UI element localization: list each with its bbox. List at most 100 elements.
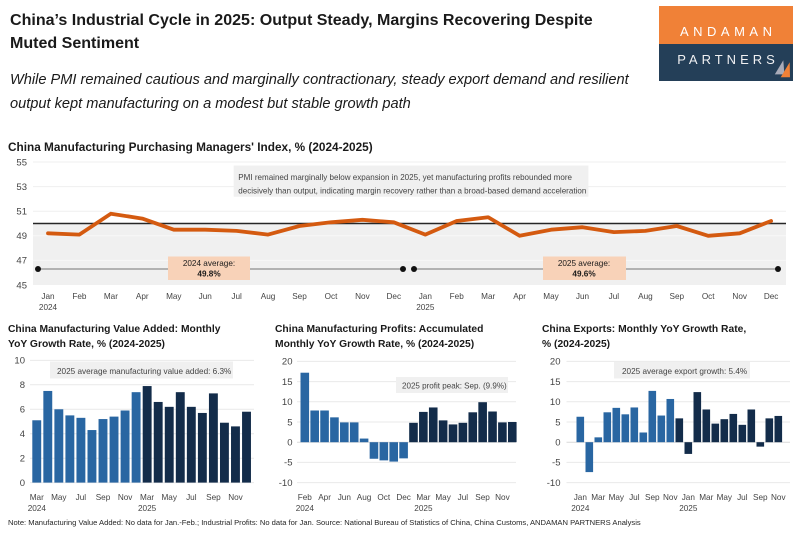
svg-text:10: 10 [282,397,293,408]
svg-text:Jan: Jan [682,493,696,502]
svg-text:Apr: Apr [136,292,149,301]
svg-text:Nov: Nov [228,493,243,502]
svg-text:Sep: Sep [292,292,307,301]
svg-text:2024: 2024 [296,504,315,513]
svg-text:Sep: Sep [753,493,768,502]
svg-text:Jul: Jul [609,292,620,301]
svg-text:Jul: Jul [231,292,242,301]
svg-text:51: 51 [16,207,27,218]
svg-text:20: 20 [282,357,293,368]
svg-text:2025: 2025 [679,504,698,513]
svg-text:10: 10 [550,397,561,408]
svg-text:Aug: Aug [261,292,276,301]
svg-text:2025 average:: 2025 average: [558,259,610,268]
svg-text:Aug: Aug [638,292,653,301]
svg-text:Feb: Feb [72,292,87,301]
svg-text:45: 45 [16,280,27,291]
svg-text:Sep: Sep [670,292,685,301]
svg-text:2025: 2025 [414,504,433,513]
svg-text:Sep: Sep [475,493,490,502]
svg-text:15: 15 [282,377,293,388]
svg-text:Nov: Nov [118,493,133,502]
svg-text:0: 0 [20,478,25,489]
svg-text:-5: -5 [284,458,292,469]
svg-text:53: 53 [16,182,27,193]
svg-text:Mar: Mar [140,493,154,502]
svg-text:Jun: Jun [338,493,352,502]
svg-text:2025 average export growth: 5.: 2025 average export growth: 5.4% [622,367,747,376]
svg-text:2025 average manufacturing val: 2025 average manufacturing value added: … [57,367,231,376]
svg-text:2025 profit peak: Sep. (9.9%): 2025 profit peak: Sep. (9.9%) [402,382,507,391]
svg-text:4: 4 [20,429,25,440]
svg-text:Feb: Feb [450,292,465,301]
svg-text:49.8%: 49.8% [197,270,221,279]
svg-text:Feb: Feb [298,493,313,502]
svg-text:Aug: Aug [357,493,372,502]
svg-text:47: 47 [16,256,27,267]
svg-text:Jul: Jul [458,493,469,502]
svg-text:Nov: Nov [732,292,747,301]
svg-text:Mar: Mar [30,493,44,502]
svg-text:Mar: Mar [104,292,118,301]
svg-text:Jul: Jul [629,493,640,502]
svg-text:May: May [543,292,559,301]
svg-text:Mar: Mar [699,493,713,502]
svg-text:Jul: Jul [76,493,87,502]
svg-text:Jun: Jun [576,292,590,301]
svg-text:Jan: Jan [419,292,433,301]
svg-text:-10: -10 [547,478,561,489]
svg-text:5: 5 [287,417,292,428]
svg-text:Dec: Dec [396,493,411,502]
svg-text:Jan: Jan [41,292,55,301]
svg-text:Jun: Jun [199,292,213,301]
svg-text:0: 0 [287,438,292,449]
svg-text:0: 0 [555,438,560,449]
svg-text:Mar: Mar [591,493,605,502]
svg-text:Oct: Oct [377,493,390,502]
svg-text:Oct: Oct [325,292,338,301]
svg-text:2024: 2024 [39,303,58,312]
svg-text:Oct: Oct [702,292,715,301]
svg-text:May: May [609,493,625,502]
svg-text:2025: 2025 [138,504,157,513]
svg-text:Jul: Jul [186,493,197,502]
svg-text:2: 2 [20,454,25,465]
svg-text:-10: -10 [279,478,293,489]
svg-text:decisively than output, indica: decisively than output, indicating margi… [238,186,586,195]
svg-text:8: 8 [20,380,25,391]
svg-text:May: May [435,493,451,502]
svg-text:Mar: Mar [416,493,430,502]
svg-text:Apr: Apr [513,292,526,301]
svg-text:Dec: Dec [387,292,402,301]
svg-text:20: 20 [550,357,561,368]
svg-text:Dec: Dec [764,292,779,301]
svg-text:49.6%: 49.6% [572,270,596,279]
svg-text:10: 10 [14,356,25,367]
svg-text:5: 5 [555,417,560,428]
svg-text:Apr: Apr [318,493,331,502]
svg-text:49: 49 [16,231,27,242]
svg-text:Sep: Sep [645,493,660,502]
svg-text:Sep: Sep [96,493,111,502]
svg-text:55: 55 [16,157,27,168]
svg-text:Nov: Nov [663,493,678,502]
svg-text:Sep: Sep [206,493,221,502]
svg-text:Nov: Nov [355,292,370,301]
svg-text:Nov: Nov [495,493,510,502]
svg-text:2025: 2025 [416,303,435,312]
svg-text:Jul: Jul [737,493,748,502]
svg-text:-5: -5 [552,458,560,469]
svg-text:PMI remained marginally below: PMI remained marginally below expansion … [238,173,572,182]
svg-text:2024 average:: 2024 average: [183,259,235,268]
svg-text:May: May [166,292,182,301]
svg-text:May: May [51,493,67,502]
svg-text:Mar: Mar [481,292,495,301]
svg-text:6: 6 [20,405,25,416]
svg-text:Jan: Jan [574,493,588,502]
svg-text:2024: 2024 [571,504,590,513]
svg-text:15: 15 [550,377,561,388]
svg-text:May: May [161,493,177,502]
svg-text:Nov: Nov [771,493,786,502]
svg-text:2024: 2024 [28,504,47,513]
svg-text:May: May [717,493,733,502]
